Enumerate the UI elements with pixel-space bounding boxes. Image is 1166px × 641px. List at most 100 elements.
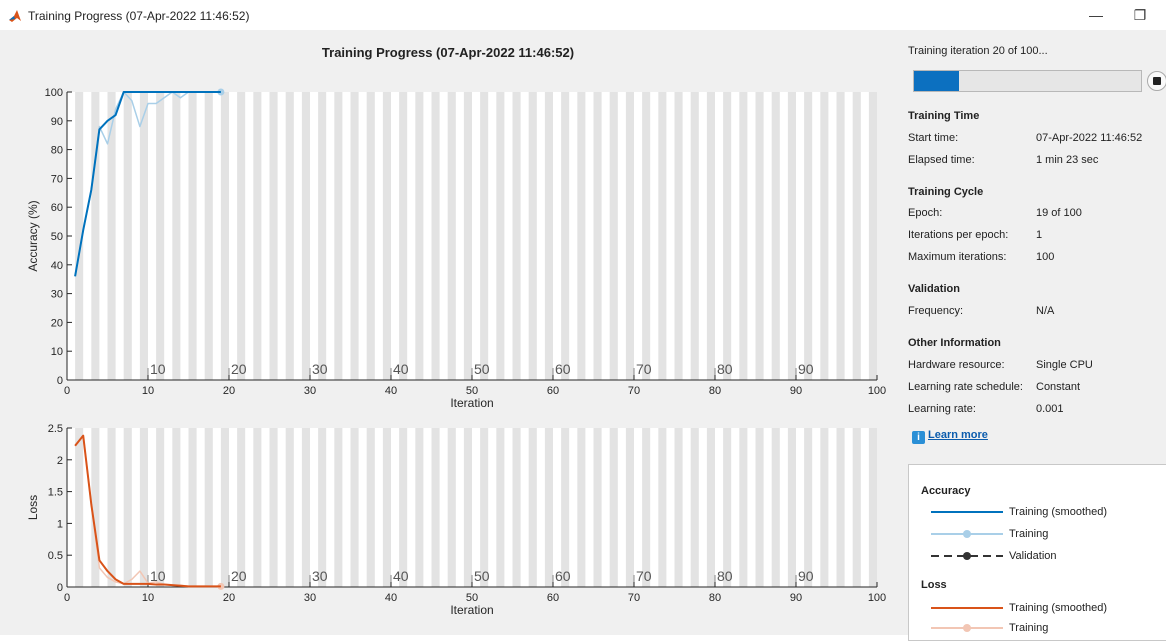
acc-epoch-band bbox=[415, 92, 424, 380]
acc-epoch-band bbox=[625, 92, 634, 380]
info-icon: i bbox=[912, 431, 925, 444]
minimize-button[interactable]: — bbox=[1076, 4, 1116, 26]
loss-epoch-band bbox=[415, 428, 424, 587]
loss-epoch-band bbox=[447, 428, 456, 587]
acc-epoch-band bbox=[804, 92, 813, 380]
acc-epoch-band bbox=[868, 92, 877, 380]
acc-y-tick-label: 0 bbox=[57, 375, 63, 387]
window-titlebar: Training Progress (07-Apr-2022 11:46:52)… bbox=[0, 0, 1166, 30]
acc-epoch-band bbox=[301, 92, 310, 380]
legend-validation-label: Validation bbox=[1009, 550, 1057, 562]
loss-epoch-band bbox=[609, 428, 618, 587]
acc-epoch-label: 80 bbox=[717, 361, 733, 377]
matlab-logo-icon bbox=[9, 10, 21, 22]
loss-x-tick-label: 70 bbox=[628, 592, 640, 604]
loss-x-tick-label: 50 bbox=[466, 592, 478, 604]
loss-epoch-band bbox=[852, 428, 861, 587]
acc-epoch-band bbox=[399, 92, 408, 380]
legend-acc-smoothed-label: Training (smoothed) bbox=[1009, 506, 1108, 518]
acc-epoch-band bbox=[593, 92, 602, 380]
acc-epoch-band bbox=[318, 92, 327, 380]
acc-y-tick-label: 50 bbox=[51, 231, 63, 243]
restore-button[interactable]: ❐ bbox=[1120, 4, 1160, 26]
loss-epoch-label: 40 bbox=[393, 568, 409, 584]
training-charts: 10 20 30 40 50 60 70 80 900102030405060708090100… bbox=[26, 87, 886, 617]
acc-axes: 10 20 30 40 50 60 70 80 900102030405060708090100… bbox=[26, 87, 886, 410]
acc-epoch-band bbox=[755, 92, 764, 380]
acc-epoch-band bbox=[561, 92, 570, 380]
acc-epoch-band bbox=[642, 92, 651, 380]
acc-y-tick-label: 10 bbox=[51, 346, 63, 358]
stop-icon bbox=[1153, 77, 1161, 85]
loss-epoch-band bbox=[771, 428, 780, 587]
loss-epoch-label: 10 bbox=[150, 568, 166, 584]
acc-smoothed-line bbox=[74, 91, 221, 277]
loss-epoch-band bbox=[674, 428, 683, 587]
loss-epoch-band bbox=[220, 428, 229, 587]
loss-epoch-band bbox=[269, 428, 278, 587]
loss-axes: 10 20 30 40 50 60 70 80 90 0 0.5 1 1.5 2 2.5 0 10 20 30 40 5… bbox=[26, 423, 886, 617]
acc-epoch-band bbox=[172, 92, 181, 380]
lr-schedule-label: Learning rate schedule: bbox=[908, 381, 1023, 393]
restore-icon: ❐ bbox=[1133, 7, 1147, 23]
loss-epoch-band bbox=[301, 428, 310, 587]
acc-y-tick-label: 100 bbox=[45, 87, 63, 99]
loss-epoch-band bbox=[139, 428, 148, 587]
acc-epoch-band bbox=[512, 92, 521, 380]
acc-epoch-band bbox=[706, 92, 715, 380]
acc-epoch-band bbox=[91, 92, 100, 380]
acc-x-tick-label: 100 bbox=[868, 385, 886, 397]
hardware-value: Single CPU bbox=[1036, 359, 1093, 371]
acc-y-tick-label: 70 bbox=[51, 173, 63, 185]
loss-x-tick-label: 90 bbox=[790, 592, 802, 604]
acc-epoch-band bbox=[658, 92, 667, 380]
legend-acc-training-label: Training bbox=[1009, 528, 1049, 540]
acc-epoch-band bbox=[690, 92, 699, 380]
loss-y-tick-label: 1 bbox=[57, 518, 63, 530]
info-panel: Training iteration 20 of 100... Training… bbox=[896, 30, 1166, 641]
stop-training-button[interactable] bbox=[1147, 71, 1166, 91]
acc-epoch-band bbox=[156, 92, 165, 380]
acc-epoch-band bbox=[577, 92, 586, 380]
lr-schedule-value: Constant bbox=[1036, 381, 1081, 393]
acc-epoch-label: 20 bbox=[231, 361, 247, 377]
legend-accuracy-heading: Accuracy bbox=[921, 485, 971, 497]
learn-more-label: Learn more bbox=[928, 429, 988, 441]
training-time-heading: Training Time bbox=[908, 110, 980, 122]
loss-epoch-band bbox=[723, 428, 732, 587]
acc-epoch-band bbox=[204, 92, 213, 380]
loss-y-tick-label: 0.5 bbox=[48, 550, 63, 562]
loss-epoch-label: 70 bbox=[636, 568, 652, 584]
loss-x-tick-label: 0 bbox=[64, 592, 70, 604]
learn-more-link[interactable]: i Learn more bbox=[912, 429, 988, 444]
loss-epoch-label: 50 bbox=[474, 568, 490, 584]
acc-epoch-band bbox=[820, 92, 829, 380]
acc-epoch-band bbox=[107, 92, 116, 380]
loss-x-tick-label: 10 bbox=[142, 592, 154, 604]
acc-epoch-band bbox=[253, 92, 262, 380]
window-title: Training Progress (07-Apr-2022 11:46:52) bbox=[28, 9, 250, 23]
acc-epoch-band bbox=[739, 92, 748, 380]
start-time-value: 07-Apr-2022 11:46:52 bbox=[1036, 132, 1143, 144]
loss-epoch-band bbox=[625, 428, 634, 587]
acc-epoch-band bbox=[382, 92, 391, 380]
acc-epoch-label: 50 bbox=[474, 361, 490, 377]
loss-epoch-band bbox=[204, 428, 213, 587]
loss-epoch-band bbox=[836, 428, 845, 587]
loss-epoch-band bbox=[577, 428, 586, 587]
start-time-label: Start time: bbox=[908, 132, 959, 144]
loss-epoch-band bbox=[755, 428, 764, 587]
loss-epoch-label: 80 bbox=[717, 568, 733, 584]
acc-epoch-band bbox=[787, 92, 796, 380]
hardware-label: Hardware resource: bbox=[908, 359, 1005, 371]
acc-epoch-band bbox=[674, 92, 683, 380]
loss-x-tick-label: 40 bbox=[385, 592, 397, 604]
acc-y-tick-label: 90 bbox=[51, 116, 63, 128]
acc-y-tick-label: 40 bbox=[51, 260, 63, 272]
loss-epoch-band bbox=[820, 428, 829, 587]
loss-epoch-band bbox=[431, 428, 440, 587]
acc-x-tick-label: 90 bbox=[790, 385, 802, 397]
loss-epoch-band bbox=[642, 428, 651, 587]
loss-epoch-band bbox=[318, 428, 327, 587]
loss-epoch-band bbox=[75, 428, 84, 587]
